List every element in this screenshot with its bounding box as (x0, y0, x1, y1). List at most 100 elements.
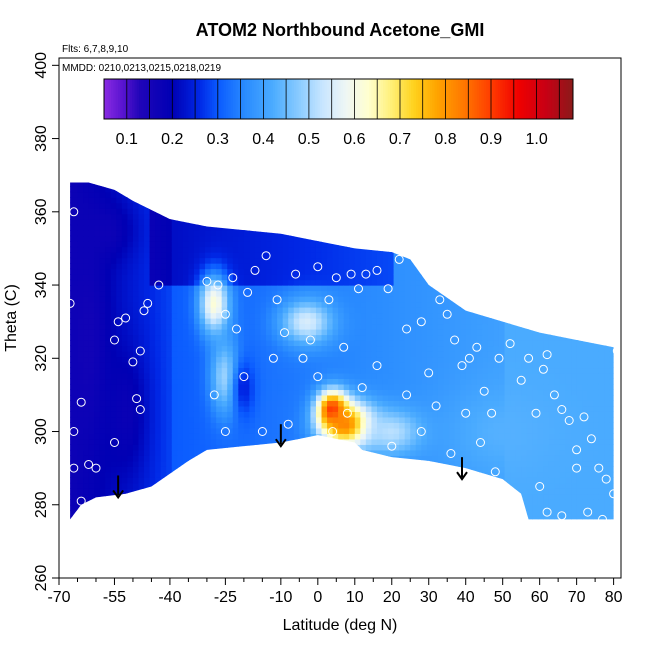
heatmap-cell (166, 521, 172, 527)
heatmap-cell (94, 285, 101, 292)
heatmap-cell (432, 515, 439, 520)
heatmap-cell (94, 383, 101, 391)
heatmap-cell (482, 394, 489, 401)
heatmap-cell (393, 208, 400, 215)
heatmap-cell (421, 383, 428, 391)
heatmap-cell (88, 290, 95, 297)
heatmap-cell (71, 482, 79, 489)
heatmap-cell (77, 274, 84, 281)
heatmap-cell (293, 444, 300, 451)
heatmap-cell (144, 372, 151, 380)
heatmap-cell (371, 510, 378, 517)
heatmap-cell (160, 361, 167, 369)
heatmap-cell (227, 433, 234, 440)
heatmap-cell (227, 471, 234, 478)
heatmap-cell (343, 202, 350, 209)
heatmap-cell (349, 488, 356, 495)
heatmap-cell (127, 466, 134, 473)
heatmap-cell (205, 252, 212, 259)
heatmap-cell (371, 389, 378, 396)
heatmap-cell (243, 411, 251, 418)
heatmap-cell (354, 318, 361, 325)
heatmap-cell (315, 356, 323, 363)
heatmap-cell (144, 477, 151, 484)
heatmap-cell (260, 323, 267, 330)
heatmap-cell (471, 328, 478, 336)
heatmap-cell (338, 389, 345, 396)
heatmap-cell (182, 252, 190, 259)
heatmap-cell (382, 350, 389, 358)
heatmap-cell (338, 323, 345, 330)
heatmap-cell (193, 257, 201, 264)
heatmap-cell (349, 301, 356, 308)
heatmap-cell (321, 378, 328, 385)
heatmap-cell (482, 307, 489, 314)
heatmap-cell (132, 504, 140, 511)
heatmap-cell (149, 455, 156, 462)
heatmap-cell (221, 400, 228, 407)
heatmap-cell (260, 230, 267, 237)
heatmap-cell (216, 488, 223, 495)
heatmap-cell (371, 263, 378, 270)
heatmap-cell (327, 405, 334, 412)
heatmap-cell (70, 197, 73, 204)
heatmap-cell (238, 405, 245, 412)
heatmap-cell (177, 521, 183, 527)
heatmap-cell (232, 422, 239, 429)
heatmap-cell (343, 328, 350, 336)
heatmap-cell (77, 367, 84, 374)
heatmap-cell (249, 499, 256, 506)
heatmap-cell (149, 230, 156, 237)
heatmap-cell (210, 339, 217, 347)
heatmap-cell (471, 444, 478, 451)
heatmap-cell (354, 257, 361, 264)
heatmap-cell (205, 433, 212, 440)
heatmap-cell (437, 301, 445, 308)
heatmap-cell (210, 438, 217, 445)
heatmap-cell (260, 312, 267, 319)
heatmap-cell (266, 444, 273, 451)
heatmap-cell (160, 323, 167, 330)
heatmap-cell (110, 367, 117, 374)
heatmap-cell (432, 350, 439, 358)
heatmap-cell (493, 296, 500, 303)
heatmap-cell (382, 213, 389, 220)
heatmap-cell (299, 263, 306, 270)
heatmap-cell (94, 455, 101, 462)
heatmap-cell (99, 416, 106, 423)
heatmap-cell (449, 290, 456, 297)
heatmap-cell (354, 433, 361, 440)
heatmap-cell (249, 274, 256, 281)
heatmap-cell (149, 296, 156, 303)
heatmap-cell (271, 235, 278, 242)
heatmap-cell (77, 378, 84, 385)
heatmap-cell (487, 504, 495, 511)
heatmap-cell (88, 235, 95, 242)
heatmap-cell (199, 213, 206, 220)
heatmap-cell (94, 400, 101, 407)
heatmap-cell (99, 482, 106, 489)
heatmap-cell (149, 433, 156, 440)
heatmap-cell (138, 482, 145, 489)
heatmap-cell (232, 186, 239, 193)
heatmap-cell (315, 350, 323, 358)
heatmap-cell (105, 416, 112, 423)
heatmap-cell (432, 246, 439, 253)
heatmap-cell (371, 339, 378, 347)
heatmap-cell (282, 460, 289, 467)
heatmap-cell (476, 312, 483, 319)
heatmap-cell (449, 182, 456, 187)
heatmap-cell (426, 202, 434, 209)
heatmap-cell (99, 213, 106, 220)
heatmap-cell (299, 186, 306, 193)
heatmap-cell (338, 471, 345, 478)
heatmap-cell (482, 296, 489, 303)
heatmap-cell (332, 285, 339, 292)
heatmap-cell (304, 444, 312, 451)
heatmap-cell (105, 493, 112, 500)
heatmap-cell (144, 257, 151, 264)
heatmap-cell (88, 466, 95, 473)
heatmap-cell (94, 334, 101, 341)
heatmap-cell (99, 427, 106, 434)
heatmap-cell (321, 224, 328, 231)
